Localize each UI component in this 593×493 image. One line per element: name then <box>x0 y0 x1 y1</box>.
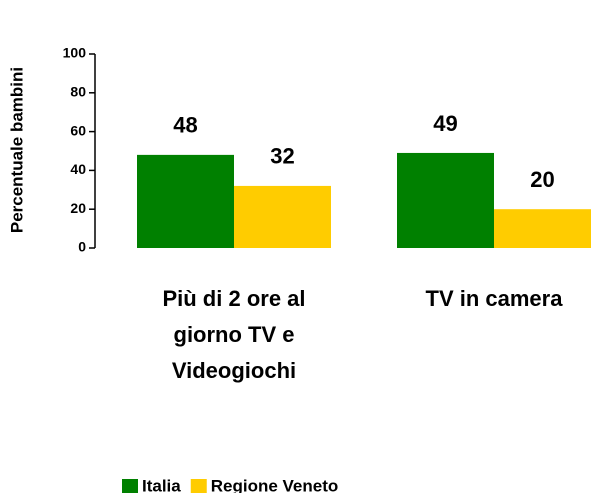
y-tick-label: 80 <box>70 84 86 100</box>
x-tick-label: Più di 2 ore al giorno TV e Videogiochi <box>162 286 305 383</box>
legend-label: Italia <box>142 476 181 493</box>
bar <box>397 152 494 248</box>
y-tick-label: 40 <box>70 161 86 177</box>
legend-label: Regione Veneto <box>211 476 339 493</box>
bar <box>494 209 591 248</box>
y-axis-label: Percentuale bambini <box>7 67 26 233</box>
value-label: 32 <box>270 144 294 169</box>
y-tick-label: 100 <box>63 45 87 61</box>
value-label: 20 <box>530 167 554 192</box>
y-tick-label: 0 <box>78 239 86 255</box>
legend-swatch <box>190 479 207 493</box>
x-tick-label: TV in camera <box>426 286 564 311</box>
y-tick-label: 60 <box>70 122 86 138</box>
y-tick-label: 20 <box>70 200 86 216</box>
value-label: 49 <box>433 111 457 136</box>
bar <box>137 154 234 248</box>
bar <box>234 185 331 248</box>
legend-swatch <box>122 479 138 493</box>
value-label: 48 <box>173 113 197 138</box>
